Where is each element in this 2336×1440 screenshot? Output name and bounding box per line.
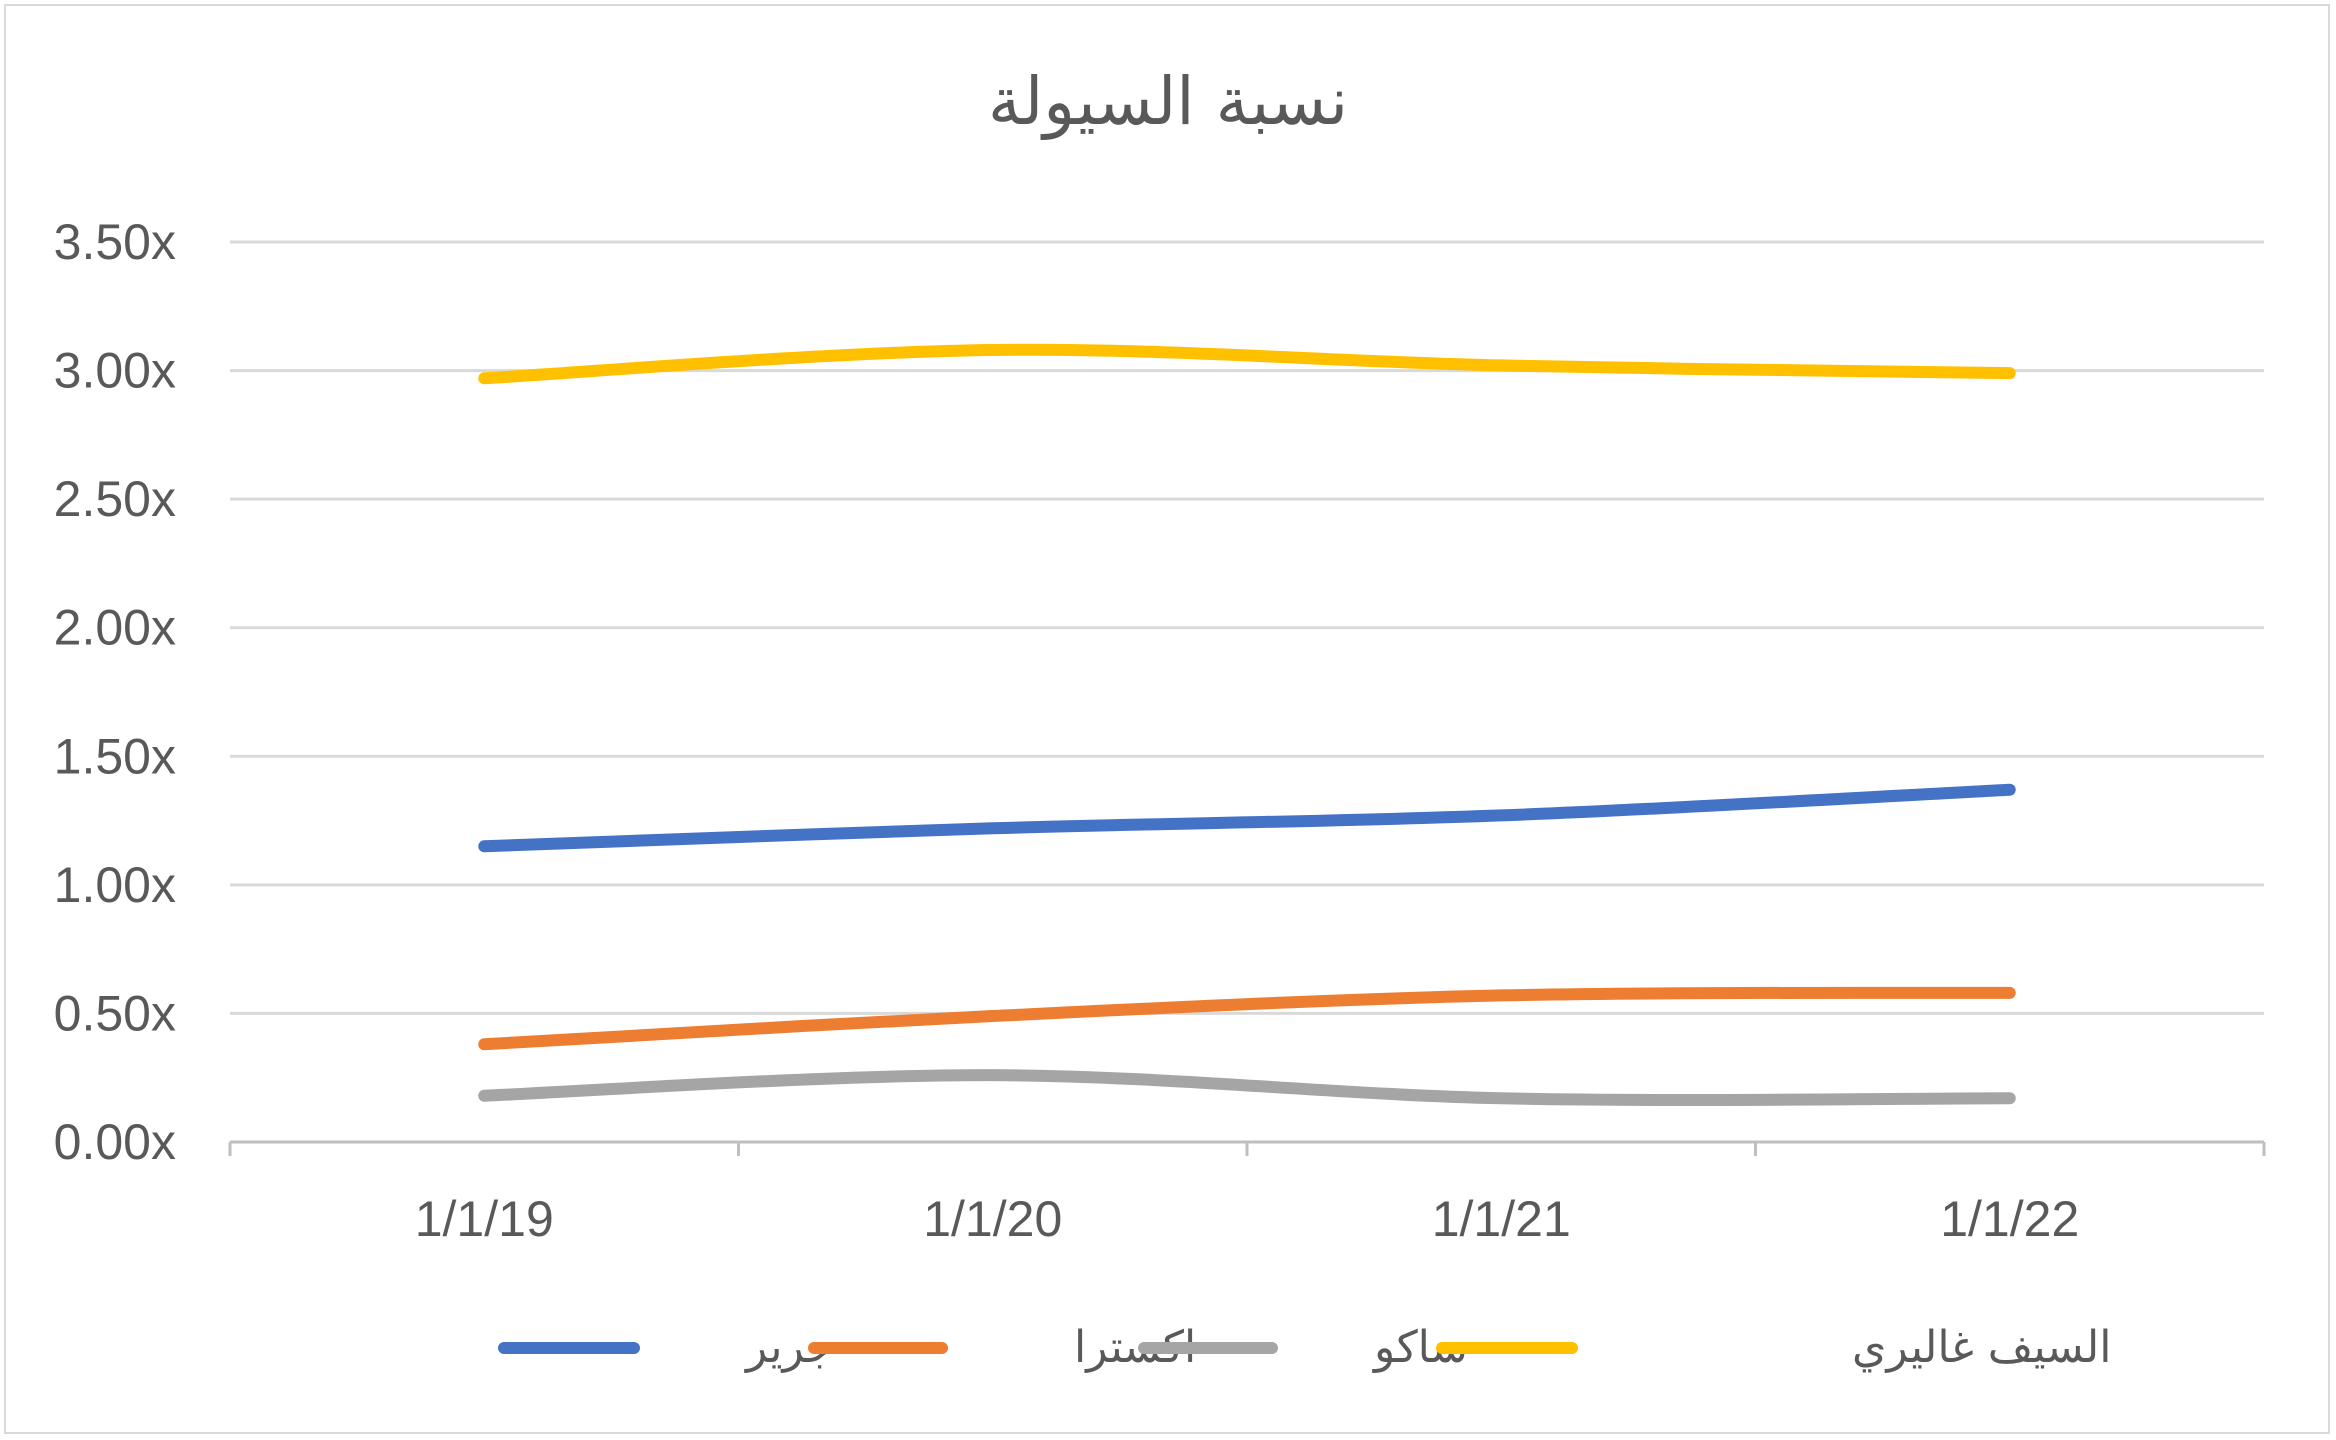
y-axis-tick-labels: 0.00x 0.50x 1.00x 1.50x 2.00x 2.50x 3.00x 3.50x [54,214,176,1170]
chart-title: نسبة السيولة [988,63,1348,140]
y-tick-label: 3.00x [54,343,176,399]
x-tick-label: 1/1/20 [923,1191,1062,1247]
y-tick-label: 1.00x [54,857,176,913]
legend-item: جرير [498,1322,834,1373]
y-tick-label: 3.50x [54,214,176,270]
series-line-3 [478,343,2016,385]
legend-label: السيف غاليري [1852,1322,2112,1373]
y-tick-label: 0.00x [54,1114,176,1170]
x-tick-label: 1/1/22 [1940,1191,2079,1247]
y-tick-label: 1.50x [54,728,176,784]
x-tick-label: 1/1/19 [415,1191,554,1247]
legend: جرير اكسترا ساكو السيف غاليري [498,1322,2112,1373]
series-line-0 [478,783,2016,853]
series-line-1 [478,986,2016,1051]
y-tick-label: 0.50x [54,985,176,1041]
x-axis [228,1140,2266,1156]
legend-item: السيف غاليري [1436,1322,2112,1373]
series-line-2 [478,1069,2016,1106]
y-tick-label: 2.50x [54,471,176,527]
x-tick-label: 1/1/21 [1432,1191,1571,1247]
y-tick-label: 2.00x [54,600,176,656]
x-axis-tick-labels: 1/1/19 1/1/20 1/1/21 1/1/22 [415,1191,2080,1247]
series-lines [478,343,2016,1106]
